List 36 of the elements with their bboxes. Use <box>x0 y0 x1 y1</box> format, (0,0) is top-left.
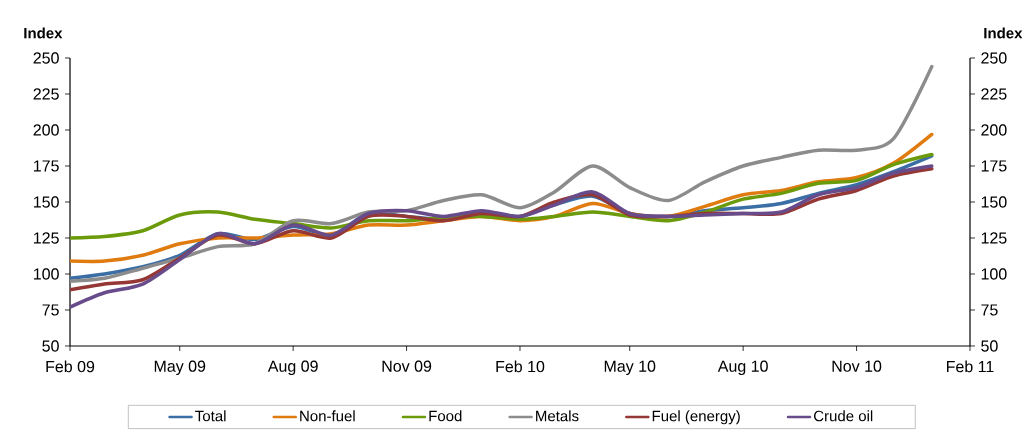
y2-tick-label: 150 <box>981 196 1007 208</box>
y-tick-label: 125 <box>34 232 59 244</box>
y-tick-label: 250 <box>33 52 59 64</box>
x-tick-label: May 10 <box>604 360 656 376</box>
y2-tick-label: 125 <box>981 232 1007 244</box>
x-tick-label: Feb 11 <box>946 360 994 373</box>
x-tick-label: Feb 10 <box>496 360 545 373</box>
y-tick-label: 175 <box>34 160 59 172</box>
x-tick-label: Aug 10 <box>717 360 768 376</box>
y2-tick-label: 225 <box>981 88 1007 100</box>
legend-label: Fuel (energy) <box>652 410 740 425</box>
y2-tick-label: 250 <box>981 52 1007 64</box>
x-tick-label: Aug 09 <box>267 360 318 376</box>
y2-axis-title: Index <box>984 27 1023 39</box>
legend-label: Total <box>195 410 226 422</box>
legend-label: Food <box>429 410 462 422</box>
y-tick-label: 75 <box>42 304 59 316</box>
x-tick-label: Nov 10 <box>832 360 882 372</box>
legend-label: Crude oil <box>814 410 873 422</box>
y-tick-label: 100 <box>34 268 59 280</box>
x-tick-label: Nov 09 <box>382 360 432 372</box>
y-tick-label: 225 <box>33 88 59 100</box>
y-axis-title: Index <box>24 27 63 39</box>
y-tick-label: 50 <box>42 340 59 352</box>
x-tick-label: May 09 <box>154 360 206 376</box>
y2-tick-label: 50 <box>981 340 998 352</box>
y2-tick-label: 75 <box>981 304 998 316</box>
y2-tick-label: 200 <box>981 124 1007 136</box>
legend-label: Non-fuel <box>300 410 355 422</box>
y2-tick-label: 100 <box>981 268 1007 280</box>
x-tick-label: Feb 09 <box>46 360 95 373</box>
y-tick-label: 200 <box>33 124 59 136</box>
y-tick-label: 150 <box>34 196 59 208</box>
line-series <box>70 64 934 283</box>
y2-tick-label: 175 <box>981 160 1007 172</box>
legend-label: Metals <box>536 410 579 422</box>
